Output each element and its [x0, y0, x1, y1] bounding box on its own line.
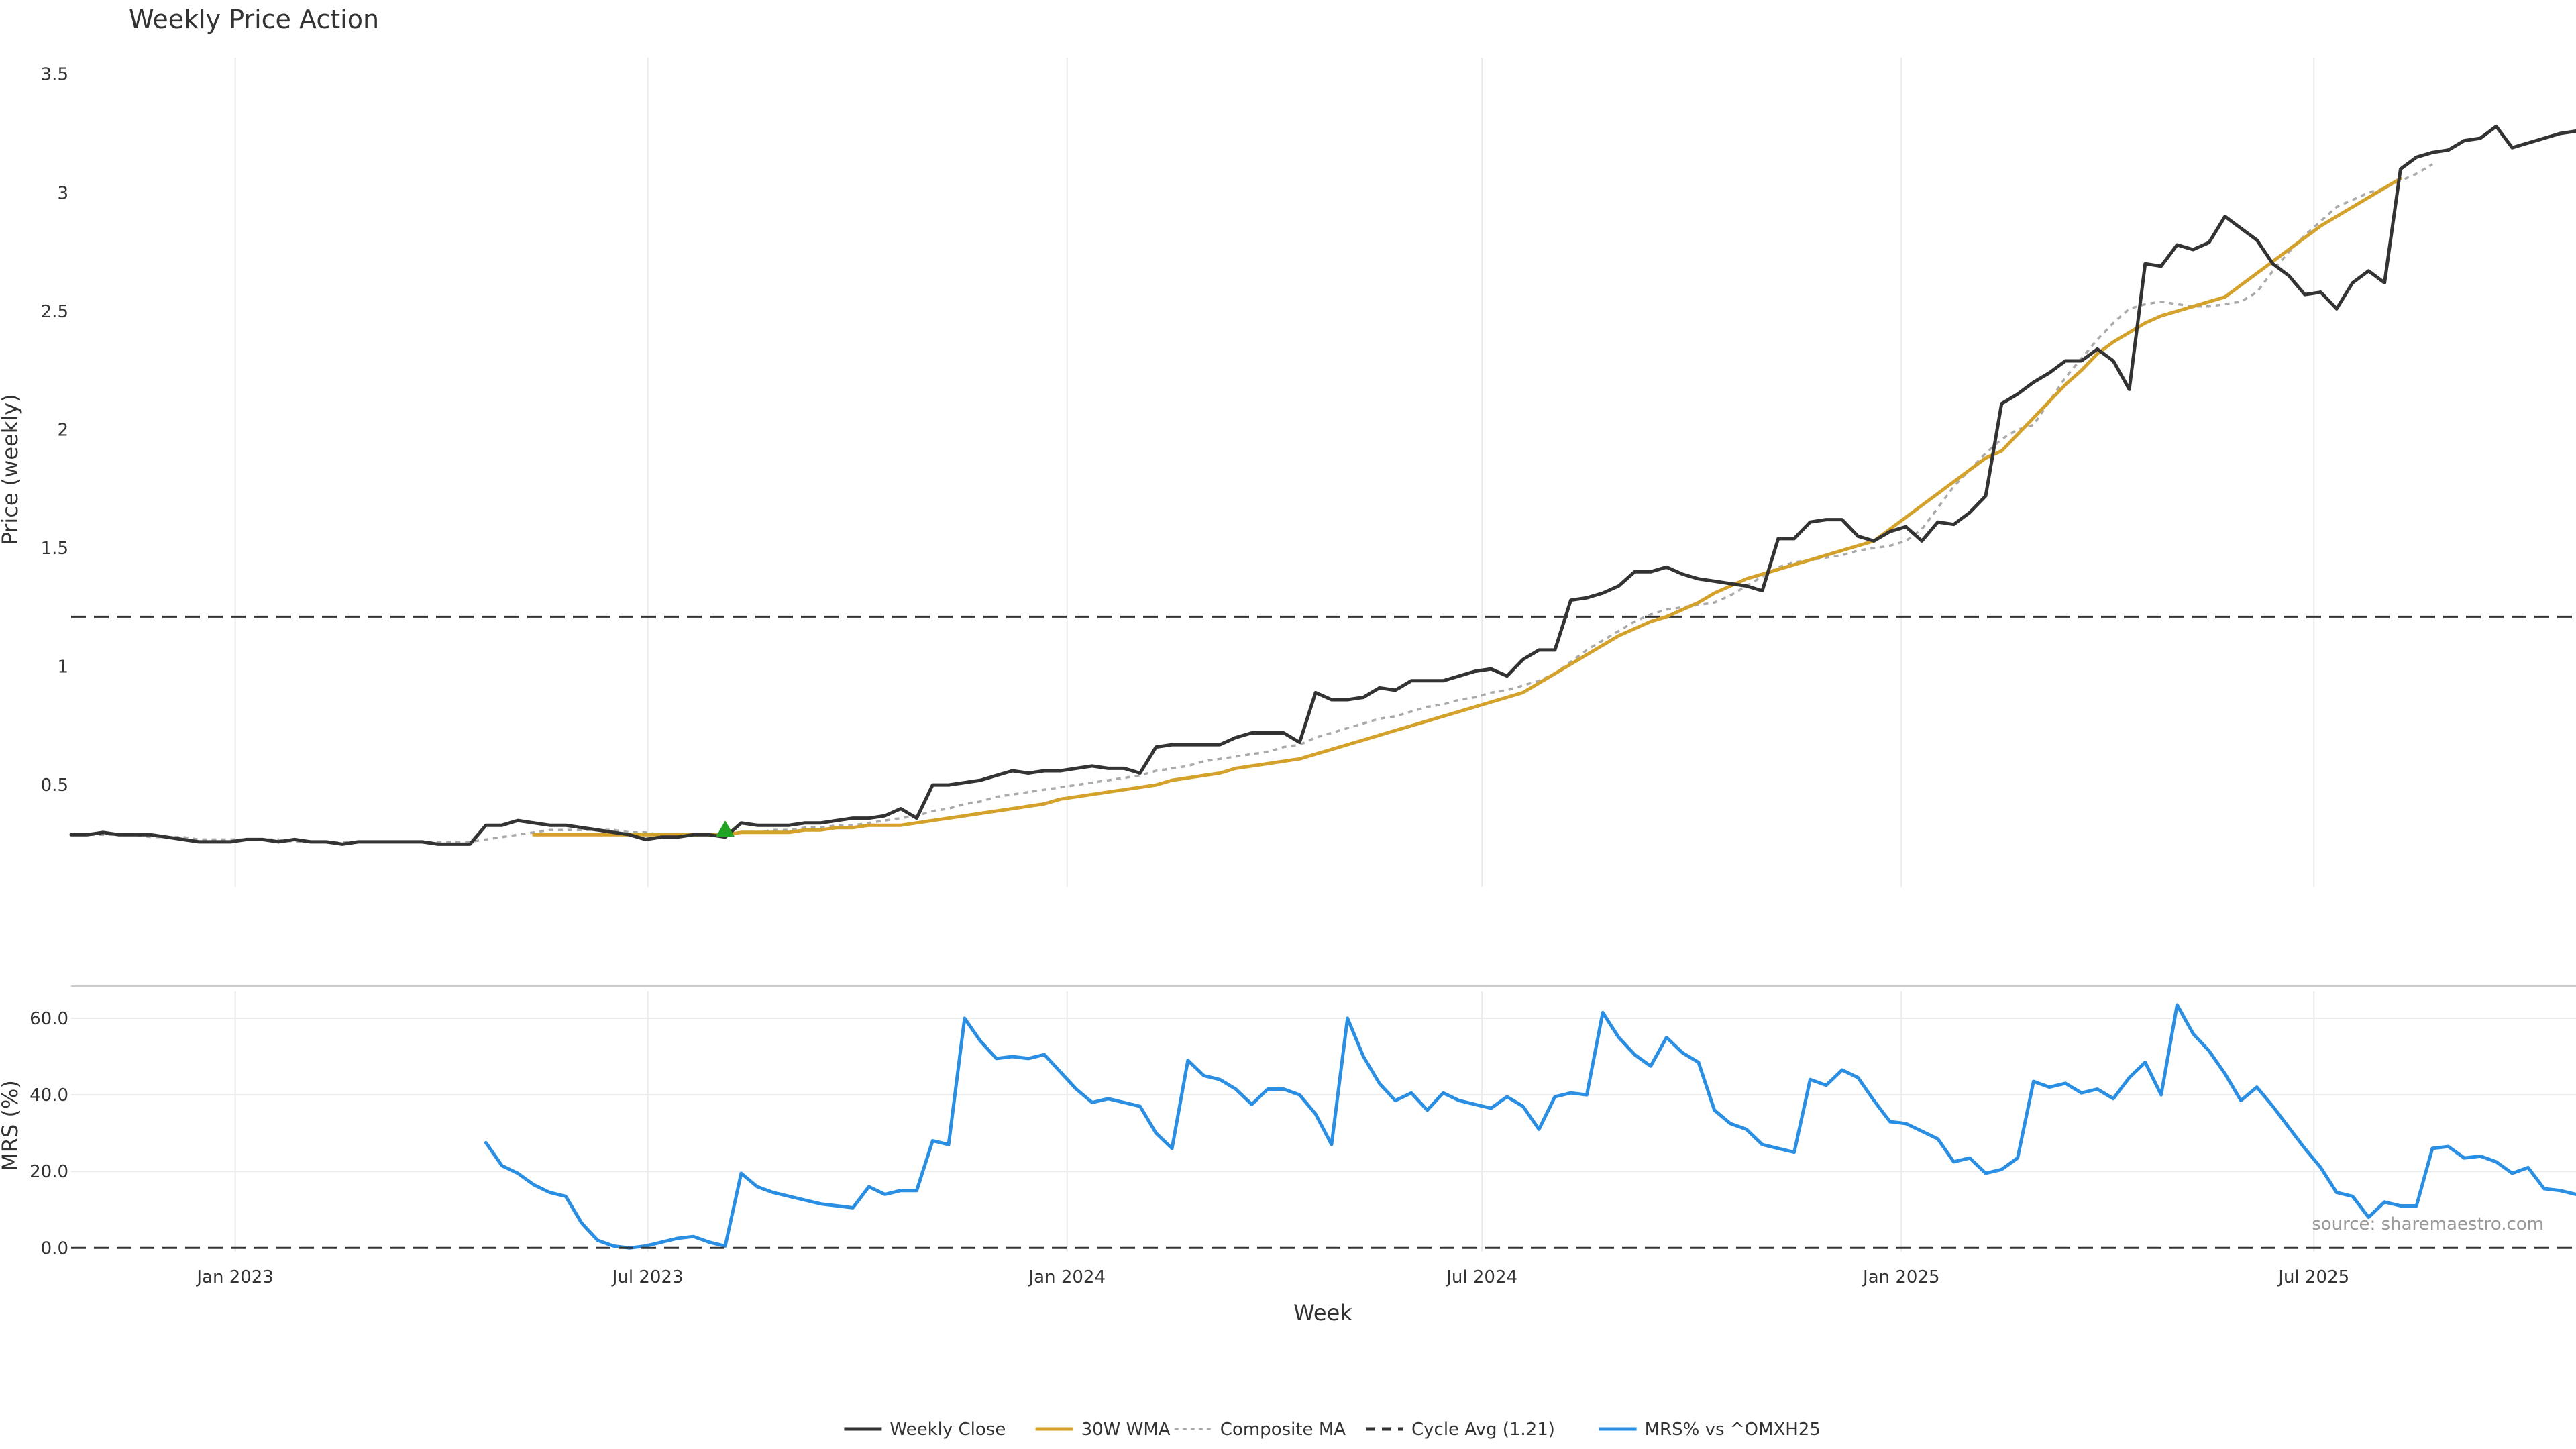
price-composite-ma-line — [71, 163, 2433, 843]
price-y-tick-label: 3 — [57, 183, 68, 203]
legend: Weekly Close 30W WMA Composite MA Cycle Avg… — [844, 1419, 1821, 1440]
mrs-y-tick-label: 60.0 — [30, 1009, 68, 1029]
x-tick-label: Jan 2025 — [1862, 1267, 1940, 1287]
price-axis-label: Price (weekly) — [0, 394, 23, 545]
legend-label-weekly-close: Weekly Close — [890, 1419, 1006, 1440]
price-y-tick-label: 0.5 — [41, 775, 68, 796]
price-y-tick-label: 1 — [57, 657, 68, 678]
x-tick-label: Jan 2024 — [1028, 1267, 1106, 1287]
legend-label-mrs-vs-omxh25: MRS% vs ^OMXH25 — [1645, 1419, 1821, 1440]
x-tick-label: Jul 2024 — [1445, 1267, 1517, 1287]
mrs-axis-label: MRS (%) — [0, 1080, 23, 1171]
chart-title: Weekly Price Action — [129, 5, 379, 34]
mrs-mrs-vs-omxh25-line — [484, 1003, 2576, 1250]
mrs-y-tick-label: 40.0 — [30, 1085, 68, 1106]
x-tick-label: Jul 2023 — [611, 1267, 684, 1287]
buy-signal-marker — [716, 820, 735, 837]
price-y-tick-label: 3.5 — [41, 65, 68, 85]
x-axis-label: Week — [1293, 1300, 1352, 1326]
legend-label-30w-wma: 30W WMA — [1081, 1419, 1171, 1440]
price-30w-wma-line — [532, 176, 2402, 837]
legend-label-composite-ma: Composite MA — [1220, 1419, 1346, 1440]
x-tick-label: Jul 2025 — [2277, 1267, 2349, 1287]
source-text: source: sharemaestro.com — [2312, 1214, 2544, 1234]
mrs-y-tick-label: 20.0 — [30, 1162, 68, 1182]
price-y-tick-label: 2.5 — [41, 302, 68, 322]
price-weekly-close-line — [69, 124, 2576, 846]
price-y-tick-label: 2 — [57, 420, 68, 440]
price-y-tick-label: 1.5 — [41, 539, 68, 559]
legend-label-cycle-avg-1-21: Cycle Avg (1.21) — [1411, 1419, 1555, 1440]
x-tick-label: Jan 2023 — [195, 1267, 274, 1287]
mrs-y-tick-label: 0.0 — [41, 1238, 68, 1258]
